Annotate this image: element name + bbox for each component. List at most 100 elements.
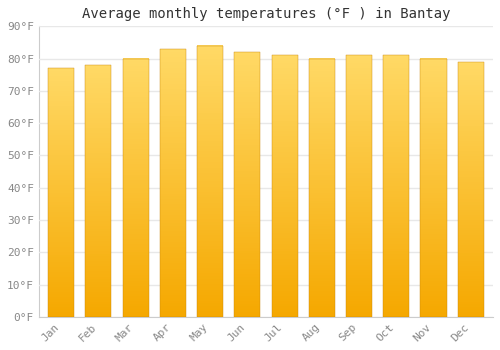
Bar <box>272 97 297 100</box>
Bar <box>420 58 446 61</box>
Bar <box>160 145 186 148</box>
Bar <box>48 277 74 280</box>
Bar <box>420 280 446 283</box>
Bar <box>122 58 148 61</box>
Bar <box>86 83 112 85</box>
Bar <box>272 149 297 152</box>
Bar <box>308 172 335 175</box>
Bar <box>197 46 223 48</box>
Bar <box>160 233 186 237</box>
Bar <box>383 194 409 197</box>
Bar <box>458 204 483 207</box>
Bar <box>48 307 74 309</box>
Bar <box>458 260 483 263</box>
Bar <box>272 74 297 76</box>
Bar <box>234 253 260 256</box>
Bar <box>458 100 483 103</box>
Bar <box>86 103 112 105</box>
Bar <box>272 126 297 128</box>
Bar <box>383 165 409 168</box>
Bar <box>234 179 260 182</box>
Bar <box>234 60 260 63</box>
Bar <box>86 90 112 93</box>
Bar <box>458 146 483 148</box>
Bar <box>160 65 186 68</box>
Bar <box>346 233 372 236</box>
Bar <box>197 300 223 303</box>
Bar <box>122 273 148 275</box>
Bar <box>234 203 260 206</box>
Bar <box>346 71 372 74</box>
Bar <box>48 265 74 267</box>
Bar <box>160 220 186 223</box>
Bar <box>383 241 409 244</box>
Bar <box>160 57 186 60</box>
Bar <box>122 92 148 95</box>
Bar <box>458 179 483 182</box>
Bar <box>160 202 186 204</box>
Bar <box>420 64 446 66</box>
Bar <box>86 168 112 171</box>
Bar <box>458 64 483 67</box>
Bar <box>272 168 297 170</box>
Bar <box>86 271 112 274</box>
Bar <box>122 286 148 288</box>
Bar <box>122 237 148 239</box>
Bar <box>308 79 335 82</box>
Bar <box>308 244 335 247</box>
Bar <box>86 244 112 246</box>
Bar <box>272 144 297 147</box>
Bar <box>48 202 74 205</box>
Bar <box>346 288 372 290</box>
Bar <box>48 195 74 197</box>
Bar <box>160 86 186 89</box>
Bar <box>458 197 483 199</box>
Bar <box>458 153 483 156</box>
Bar <box>458 166 483 169</box>
Bar <box>383 312 409 314</box>
Bar <box>272 194 297 197</box>
Bar <box>48 247 74 250</box>
Bar <box>86 229 112 231</box>
Bar <box>272 79 297 82</box>
Bar <box>86 170 112 173</box>
Bar <box>122 113 148 116</box>
Bar <box>48 130 74 133</box>
Bar <box>420 265 446 268</box>
Bar <box>197 108 223 111</box>
Bar <box>160 121 186 124</box>
Bar <box>458 189 483 192</box>
Bar <box>308 164 335 167</box>
Bar <box>197 187 223 189</box>
Bar <box>122 306 148 309</box>
Bar <box>308 247 335 250</box>
Bar <box>308 136 335 139</box>
Bar <box>308 102 335 105</box>
Bar <box>308 144 335 146</box>
Bar <box>160 175 186 177</box>
Bar <box>272 230 297 233</box>
Bar <box>420 273 446 275</box>
Bar <box>48 312 74 314</box>
Bar <box>383 290 409 293</box>
Bar <box>160 225 186 229</box>
Bar <box>234 110 260 113</box>
Bar <box>383 298 409 301</box>
Bar <box>86 254 112 256</box>
Bar <box>48 155 74 158</box>
Bar <box>272 202 297 204</box>
Bar <box>272 259 297 262</box>
Bar <box>458 194 483 197</box>
Bar <box>160 252 186 255</box>
Bar <box>308 126 335 128</box>
Bar <box>346 246 372 249</box>
Bar <box>86 198 112 201</box>
Bar <box>122 89 148 92</box>
Bar <box>160 204 186 207</box>
Bar <box>272 246 297 249</box>
Bar <box>234 78 260 81</box>
Bar <box>458 97 483 100</box>
Bar <box>458 75 483 77</box>
Bar <box>272 55 297 317</box>
Bar <box>86 67 112 70</box>
